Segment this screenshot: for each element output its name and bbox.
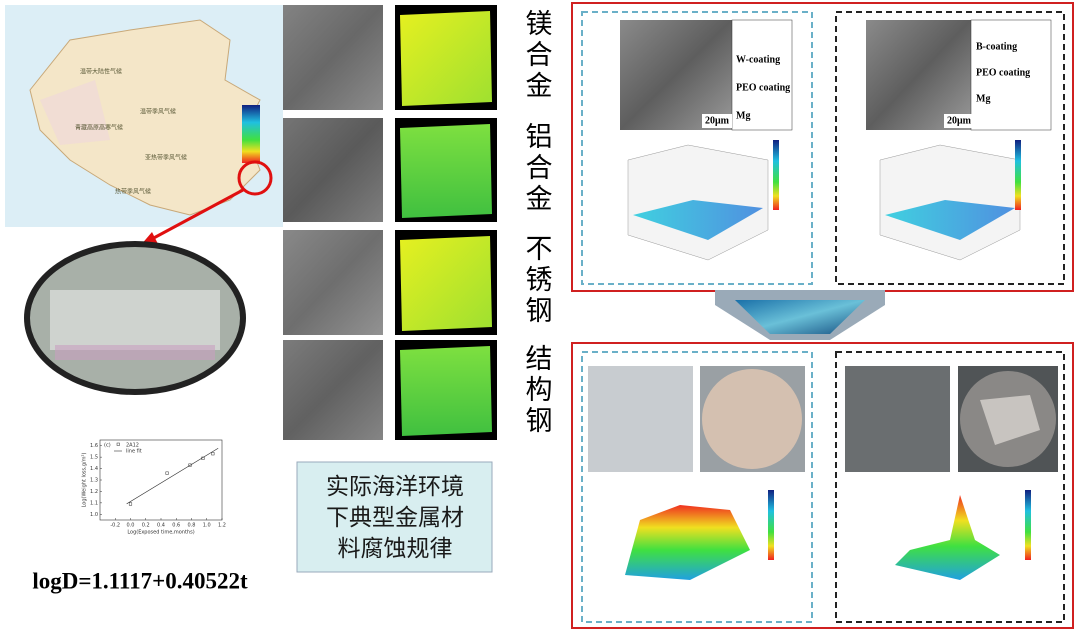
x-tick-label: 0.4 — [157, 523, 165, 529]
w-box-exposed — [581, 351, 813, 623]
map-label: 亚热带季风气候 — [145, 154, 187, 162]
color-bar — [773, 140, 779, 210]
color-bar — [1015, 140, 1021, 210]
label-area — [970, 19, 1052, 131]
data-point — [201, 456, 205, 460]
layer-label: PEO coating — [976, 67, 1030, 78]
scale-box — [702, 114, 732, 128]
sem-image — [283, 5, 383, 110]
coatings: W-coating PEO coating Mg 20μm B-coating PEO c… — [620, 19, 1052, 261]
x-tick-label: 0.6 — [172, 523, 180, 529]
exposed-photos — [588, 366, 1058, 472]
sem-cross-section — [620, 20, 732, 130]
x-tick-label: -0.2 — [110, 523, 120, 529]
3d-surface — [885, 200, 1015, 240]
sample-label: 铝合金 — [521, 122, 553, 215]
sem-image — [283, 340, 383, 440]
sea-arrow — [715, 290, 885, 340]
sample-label: 镁合金 — [521, 9, 553, 102]
x-tick-label: 0.2 — [142, 523, 150, 529]
formula: logD=1.1117+0.40522t — [32, 568, 248, 593]
fit-line — [126, 447, 219, 505]
map-label: 温带大陆性气候 — [80, 68, 122, 76]
summary-line: 下典型金属材 — [326, 505, 464, 531]
summary-line: 料腐蚀规律 — [338, 536, 453, 562]
3d-surface — [400, 124, 492, 218]
bottom-panel — [571, 342, 1074, 629]
sem-cross-section — [866, 20, 971, 130]
map-label: 青藏高原高寒气候 — [75, 124, 123, 132]
data-point — [165, 471, 169, 475]
map-label: 温带季风气候 — [140, 108, 176, 116]
sem-image — [283, 118, 383, 222]
sample-label: 不锈钢 — [521, 234, 553, 327]
x-tick-label: 1.0 — [203, 523, 211, 529]
data-point — [211, 452, 215, 456]
y-tick-label: 1.3 — [90, 478, 98, 484]
3d-surface — [400, 11, 492, 106]
w-box — [581, 11, 813, 285]
layer-label: W-coating — [736, 54, 780, 65]
sem-overlay — [283, 118, 383, 222]
layer-label: B-coating — [976, 41, 1017, 52]
y-axis-label: Log(Weight loss,g/m²) — [82, 453, 88, 508]
3d-surface — [400, 236, 492, 331]
b-box — [835, 11, 1065, 285]
legend-label: line fit — [126, 449, 142, 455]
sem-overlay — [283, 5, 383, 110]
legend-label: 2A12 — [126, 443, 139, 449]
sem-overlay — [283, 230, 383, 335]
layer-label: Mg — [736, 110, 750, 121]
scale-label: 20μm — [705, 115, 730, 126]
y-tick-label: 1.4 — [90, 466, 98, 472]
x-axis-label: Log(Exposed time,months) — [127, 530, 194, 536]
y-tick-label: 1.5 — [90, 455, 98, 461]
site-photo — [24, 241, 246, 395]
x-tick-label: 0.0 — [127, 523, 135, 529]
sample-label: 结构钢 — [521, 344, 553, 437]
y-tick-label: 1.6 — [90, 443, 98, 449]
layer-label: Mg — [976, 93, 990, 104]
layer-label: PEO coating — [736, 82, 790, 93]
3d-surface — [633, 200, 763, 240]
3d-surface — [400, 346, 492, 436]
scale-label: 20μm — [947, 115, 972, 126]
label-area — [731, 19, 793, 131]
y-tick-label: 1.1 — [90, 500, 98, 506]
sem-overlay — [283, 340, 383, 440]
plot-frame — [99, 439, 223, 521]
y-tick-label: 1.0 — [90, 512, 98, 518]
exposed-3d — [625, 490, 1031, 580]
sem-image — [283, 230, 383, 335]
summary-box — [296, 461, 493, 573]
data-point — [128, 502, 133, 506]
x-tick-label: 1.2 — [218, 523, 226, 529]
map-label: 热带季风气候 — [115, 188, 151, 196]
scale-box — [944, 114, 974, 128]
b-box-exposed — [835, 351, 1065, 623]
map — [5, 5, 283, 246]
data-point — [188, 463, 192, 467]
summary-line: 实际海洋环境 — [326, 474, 464, 500]
weight-loss-plot: -0.2 0.0 0.2 0.4 0.6 0.8 1.0 1.2 1.0 1.1 1.2 1.3 1.4… — [82, 439, 226, 536]
y-tick-label: 1.2 — [90, 489, 98, 495]
x-tick-label: 0.8 — [188, 523, 196, 529]
panel-label: (c) — [104, 443, 111, 449]
legend-marker — [116, 442, 120, 446]
